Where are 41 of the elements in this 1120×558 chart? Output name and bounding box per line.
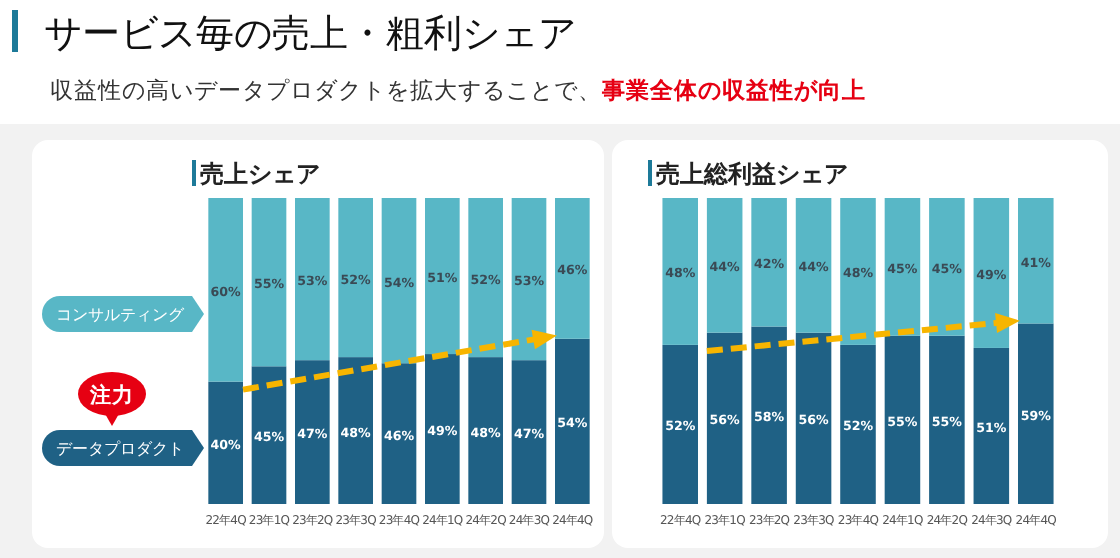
bar	[468, 357, 503, 504]
bar	[511, 360, 547, 504]
series-label: データプロダクト	[56, 440, 184, 458]
bar	[795, 198, 832, 333]
bar	[295, 360, 330, 504]
bar	[1018, 323, 1054, 504]
bar	[251, 198, 287, 367]
bar	[338, 198, 373, 358]
bar	[208, 381, 243, 504]
series-label: コンサルティング	[56, 306, 186, 324]
note: 注力	[78, 372, 146, 426]
bar	[662, 344, 698, 504]
bar	[468, 198, 503, 358]
chart-title: 売上総利益シェア	[656, 160, 848, 188]
bar	[662, 198, 698, 345]
bar	[929, 335, 965, 504]
bar	[338, 357, 373, 504]
text: 収益性の高いデータプロダクトを拡大することで、事業全体の収益性が向上	[50, 76, 866, 104]
bar	[555, 198, 590, 339]
bar	[795, 332, 832, 504]
bar	[425, 198, 460, 355]
bar	[251, 366, 287, 504]
bar	[706, 332, 743, 504]
bar	[751, 198, 787, 327]
bar	[929, 198, 965, 336]
bar	[555, 338, 590, 504]
bar	[295, 198, 330, 361]
bar	[425, 354, 460, 504]
bar	[840, 198, 876, 345]
text: サービス毎の売上・粗利シェア	[44, 12, 576, 56]
bar	[884, 198, 921, 336]
bar	[381, 198, 417, 364]
bar	[1018, 198, 1054, 324]
bar	[973, 347, 1010, 504]
bar	[751, 326, 787, 504]
bar	[208, 198, 243, 382]
bar	[884, 335, 921, 504]
chart-title: 売上シェア	[200, 160, 320, 188]
bar	[840, 344, 876, 504]
bar	[706, 198, 743, 333]
bar	[381, 363, 417, 504]
